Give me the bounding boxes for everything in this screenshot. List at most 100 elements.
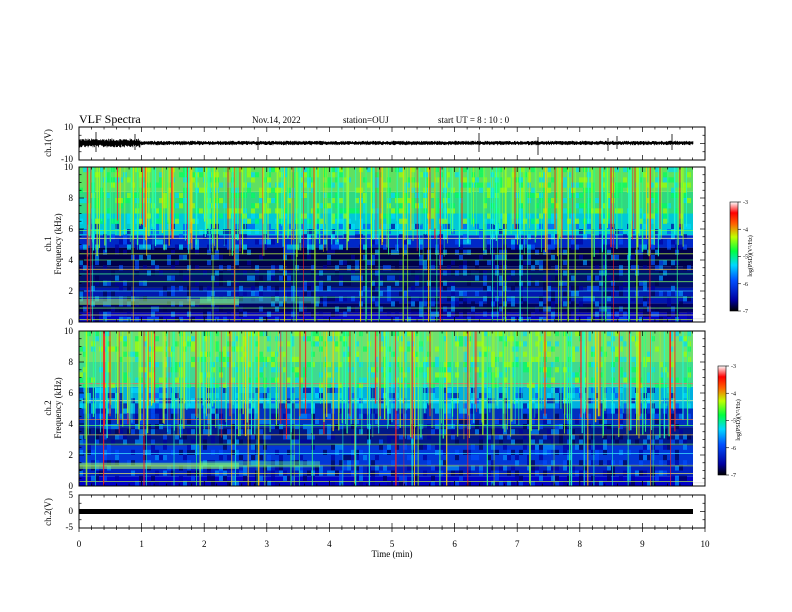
spectral-cell — [679, 182, 683, 188]
spectral-cell — [87, 449, 91, 455]
spectral-cell — [467, 270, 471, 276]
time-tick-label: 5 — [390, 539, 395, 549]
spectral-cell — [631, 475, 635, 481]
spectral-cell — [307, 234, 311, 240]
spectral-cell — [371, 285, 375, 291]
spectral-cell — [115, 424, 119, 430]
spectral-cell — [535, 449, 539, 455]
spectral-cell — [371, 254, 375, 260]
spectral-cell — [311, 460, 315, 466]
spectral-cell — [607, 244, 611, 250]
spectral-cell — [87, 377, 91, 383]
spectral-cell — [655, 382, 659, 388]
spectral-cell — [387, 434, 391, 440]
spectral-cell — [387, 285, 391, 291]
spectral-cell — [267, 311, 271, 317]
spectral-cell — [219, 475, 223, 481]
spectral-cell — [251, 291, 255, 297]
spectral-cell — [623, 234, 627, 240]
spectral-cell — [683, 475, 687, 481]
spectral-cell — [203, 331, 207, 337]
spectral-cell — [163, 198, 167, 204]
spectral-cell — [203, 372, 207, 378]
spectral-cell — [551, 223, 555, 229]
spectral-cell — [95, 280, 99, 286]
spectral-cell — [583, 234, 587, 240]
spectral-cell — [495, 301, 499, 307]
spectral-cell — [531, 382, 535, 388]
spectral-cell — [563, 182, 567, 188]
spectral-cell — [551, 254, 555, 260]
spectral-cell — [535, 203, 539, 209]
spectral-cell — [115, 346, 119, 352]
spectral-cell — [243, 291, 247, 297]
spectral-cell — [443, 260, 447, 266]
spectral-cell — [551, 480, 555, 486]
spectral-cell — [251, 265, 255, 271]
spectral-cell — [79, 372, 83, 378]
spectral-cell — [243, 234, 247, 240]
spectral-cell — [339, 223, 343, 229]
spectral-cell — [555, 270, 559, 276]
spectral-cell — [359, 449, 363, 455]
spectral-cell — [415, 367, 419, 373]
spectral-cell — [155, 336, 159, 342]
spectral-cell — [171, 311, 175, 317]
spectral-cell — [607, 223, 611, 229]
spectral-cell — [415, 351, 419, 357]
spectral-cell — [683, 182, 687, 188]
spectral-cell — [651, 285, 655, 291]
spectral-cell — [587, 296, 591, 302]
spectral-cell — [331, 172, 335, 178]
spectral-cell — [571, 275, 575, 281]
spectral-cell — [223, 475, 227, 481]
spectral-cell — [435, 408, 439, 414]
spectral-cell — [291, 254, 295, 260]
spectral-cell — [535, 470, 539, 476]
spectral-cell — [355, 260, 359, 266]
spectral-cell — [111, 167, 115, 173]
spectral-cell — [251, 413, 255, 419]
spectral-cell — [343, 213, 347, 219]
colorbar-tick-label: -7 — [731, 473, 736, 479]
spectral-cell — [539, 455, 543, 461]
spectral-cell — [487, 455, 491, 461]
spectral-cell — [567, 367, 571, 373]
spectral-cell — [375, 465, 379, 471]
colorbar-tick-label: -6 — [743, 282, 748, 288]
spectral-cell — [103, 455, 107, 461]
spectral-cell — [335, 346, 339, 352]
spectral-cell — [179, 172, 183, 178]
spectral-cell — [271, 167, 275, 173]
spectral-cell — [339, 444, 343, 450]
spectral-cell — [411, 439, 415, 445]
spectral-cell — [523, 408, 527, 414]
spectral-cell — [415, 434, 419, 440]
spectral-cell — [103, 475, 107, 481]
spectral-cell — [335, 367, 339, 373]
spectral-cell — [223, 382, 227, 388]
spectral-cell — [159, 377, 163, 383]
spectral-cell — [667, 244, 671, 250]
spectral-cell — [415, 372, 419, 378]
spectral-cell — [259, 192, 263, 198]
spectral-cell — [107, 208, 111, 214]
spectral-cell — [671, 336, 675, 342]
spectral-cell — [259, 306, 263, 312]
spectral-cell — [247, 172, 251, 178]
spectral-cell — [499, 254, 503, 260]
spectral-cell — [115, 429, 119, 435]
spectral-cell — [543, 444, 547, 450]
spectral-cell — [659, 377, 663, 383]
spectral-cell — [547, 367, 551, 373]
spectral-cell — [111, 346, 115, 352]
spectral-cell — [131, 449, 135, 455]
spectral-cell — [519, 387, 523, 393]
spectral-cell — [383, 244, 387, 250]
spectral-cell — [271, 356, 275, 362]
spectral-cell — [607, 192, 611, 198]
spectral-cell — [519, 182, 523, 188]
spectral-cell — [447, 265, 451, 271]
spectral-cell — [483, 203, 487, 209]
spectral-band — [79, 312, 693, 322]
